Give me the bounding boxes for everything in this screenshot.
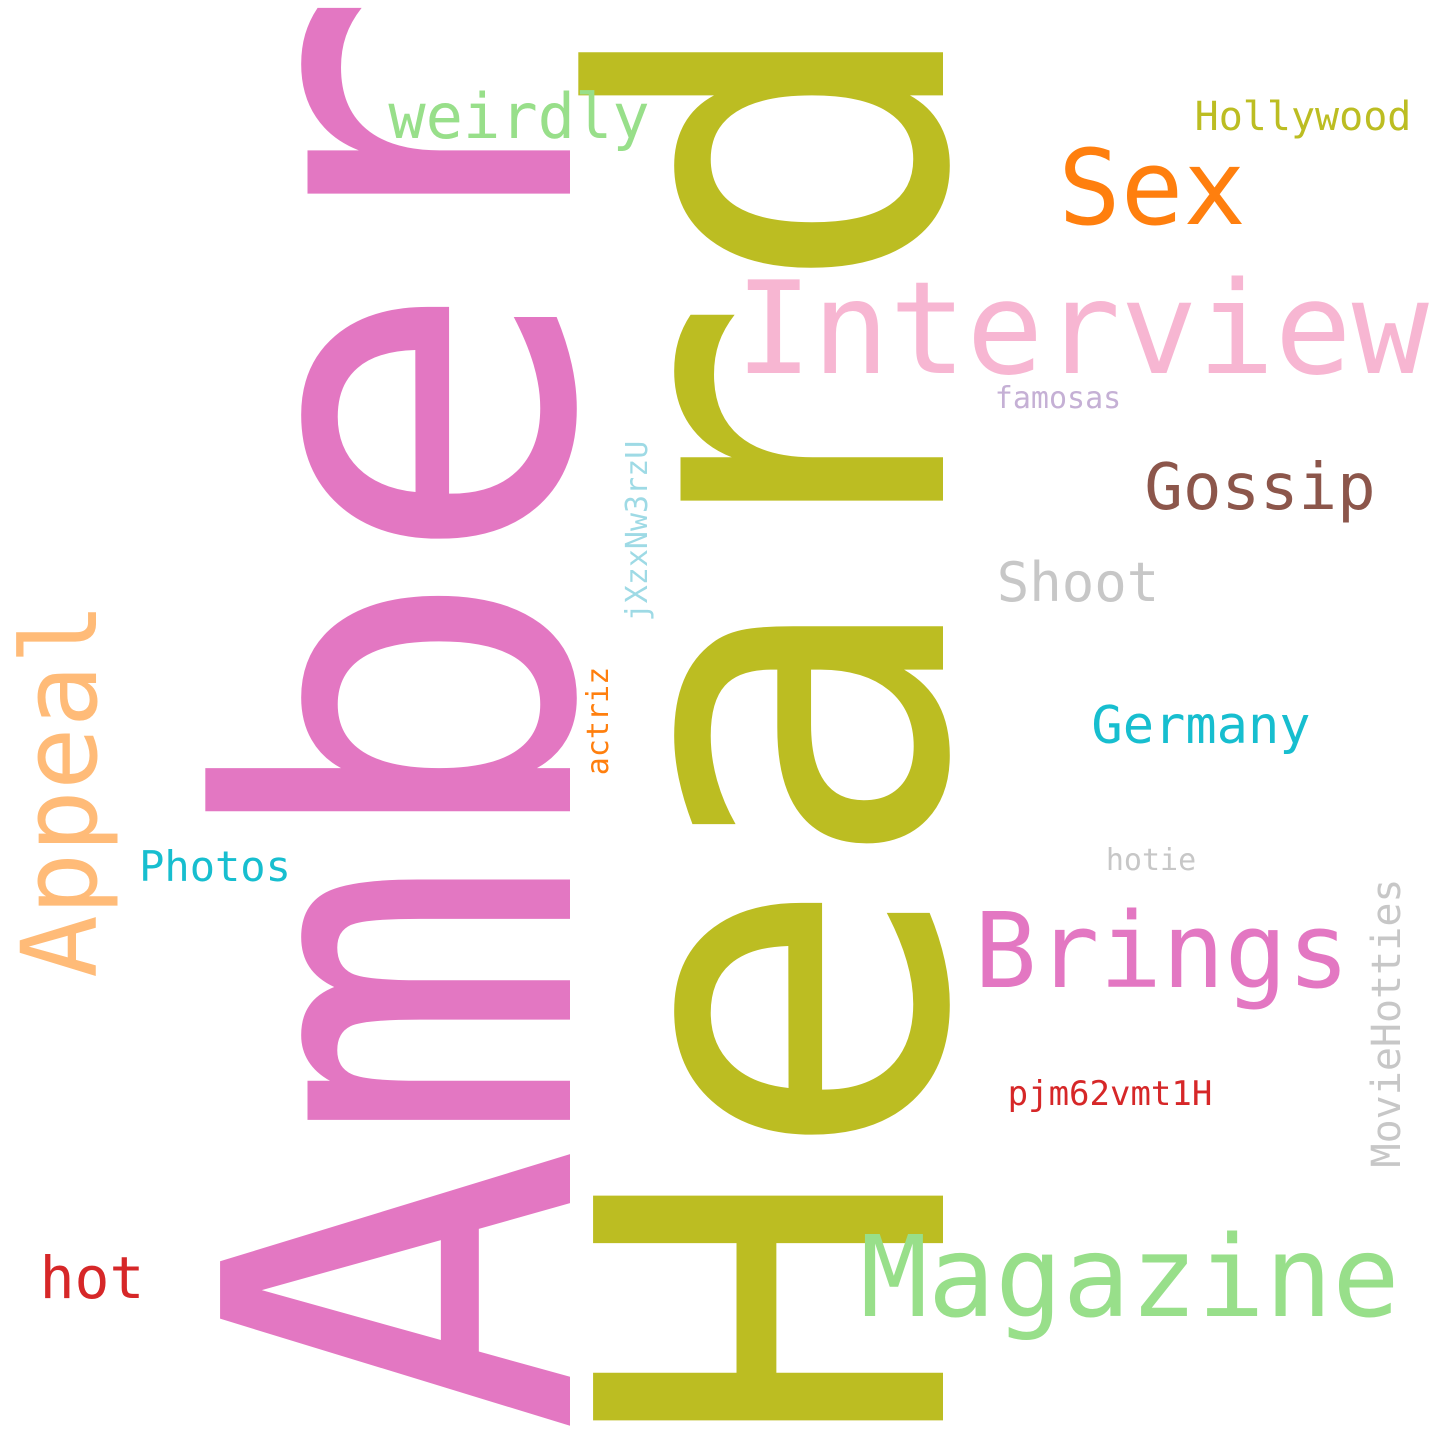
word-weirdly: weirdly <box>388 80 650 153</box>
word-jxzxnw3rzu: jXzxNw3rzU <box>620 440 655 622</box>
word-magazine: Magazine <box>860 1213 1400 1343</box>
word-germany: Germany <box>1091 696 1311 756</box>
word-amber: Amber <box>125 0 684 1435</box>
word-interview: Interview <box>735 255 1429 404</box>
word-photos: Photos <box>139 842 291 891</box>
word-hollywood: Hollywood <box>1194 94 1412 140</box>
word-actriz: actriz <box>581 666 616 776</box>
word-gossip: Gossip <box>1144 451 1376 525</box>
word-appeal: Appeal <box>0 602 121 978</box>
word-shoot: Shoot <box>996 551 1160 614</box>
word-sex: Sex <box>1058 127 1246 249</box>
word-moviehotties: MovieHotties <box>1364 878 1410 1168</box>
word-brings: Brings <box>974 890 1350 1012</box>
word-pjm62vmt1h: pjm62vmt1H <box>1007 1074 1213 1114</box>
word-hotie: hotie <box>1105 843 1197 878</box>
word-famosas: famosas <box>994 381 1122 416</box>
word-hot: hot <box>39 1244 145 1312</box>
